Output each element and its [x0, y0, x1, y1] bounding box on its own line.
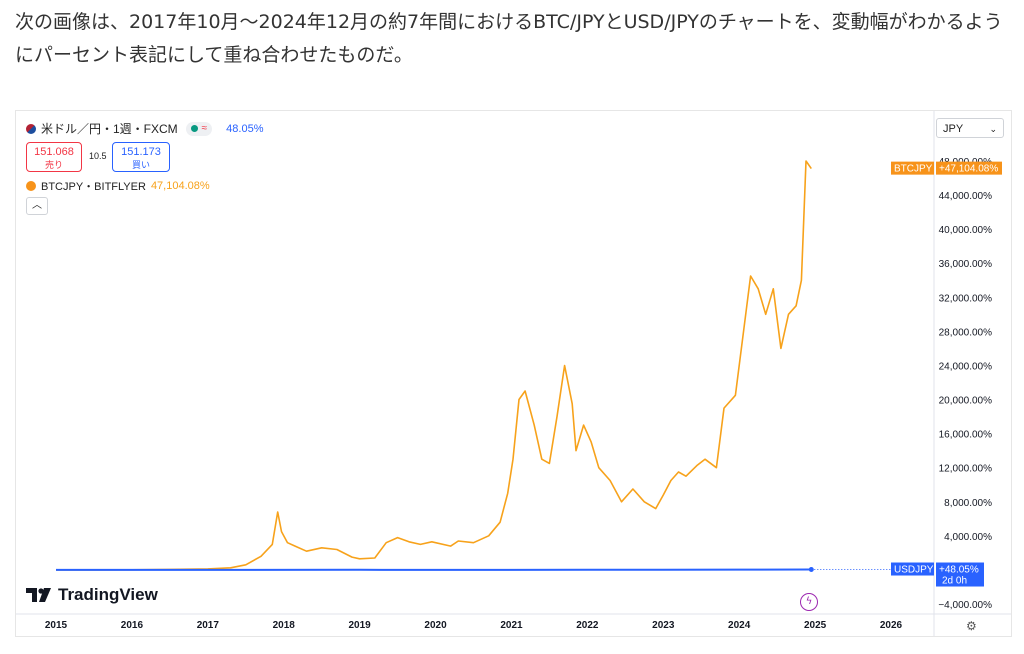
market-status-toggle[interactable]: ≈	[185, 121, 213, 136]
y-tick-label: 36,000.00%	[939, 259, 992, 270]
usdjpy-legend-value: 48.05%	[226, 122, 264, 135]
usdjpy-last-point	[808, 567, 814, 573]
y-tick-label: 40,000.00%	[939, 225, 992, 236]
lightning-icon[interactable]: ϟ	[800, 593, 818, 611]
usdjpy-series-badge: USDJPY	[891, 562, 934, 576]
y-axis-ticks: −4,000.00% 4,000.00% 8,000.00% 12,000.00% 16…	[938, 157, 992, 611]
btcjpy-series-badge: BTCJPY	[891, 161, 934, 175]
x-tick-label: 2017	[197, 620, 220, 631]
x-tick-label: 2022	[576, 620, 599, 631]
spread-value: 10.5	[89, 151, 107, 161]
y-tick-label: 8,000.00%	[944, 498, 992, 509]
x-axis-ticks: 2015 2016 2017 2018 2019 2020 2021 2022 2023 2024…	[45, 620, 903, 631]
btcjpy-legend-value: 47,104.08%	[150, 180, 210, 192]
tradingview-wordmark: TradingView	[58, 585, 158, 604]
btcjpy-legend[interactable]: BTCJPY・BITFLYER 47,104.08%	[26, 178, 210, 194]
sell-label: 売り	[44, 160, 63, 170]
y-tick-label: 4,000.00%	[944, 532, 992, 543]
market-open-icon	[190, 125, 198, 132]
svg-text:+47,104.08%: +47,104.08%	[939, 164, 998, 175]
y-tick-label: 20,000.00%	[939, 396, 992, 407]
article-caption: 次の画像は、2017年10月〜2024年12月の約7年間におけるBTC/JPYと…	[15, 11, 1003, 66]
x-tick-label: 2024	[728, 620, 751, 631]
price-badges: BTCJPY +47,104.08% USDJPY +48.05%2d 0h	[891, 161, 1002, 587]
svg-text:BTCJPY: BTCJPY	[894, 164, 933, 175]
sell-button[interactable]: 151.068 売り	[26, 142, 82, 172]
y-tick-label: −4,000.00%	[938, 600, 992, 611]
sell-price: 151.068	[34, 146, 74, 158]
wave-icon: ≈	[201, 123, 208, 134]
us-flag-icon	[26, 123, 36, 134]
tradingview-icon	[26, 588, 51, 602]
y-tick-label: 44,000.00%	[939, 191, 992, 202]
tradingview-logo[interactable]: TradingView	[26, 585, 158, 605]
usdjpy-legend[interactable]: 米ドル／円・1週・FXCM ≈ 48.05%	[26, 120, 263, 137]
y-tick-label: 32,000.00%	[939, 293, 992, 304]
x-tick-label: 2018	[273, 620, 296, 631]
x-tick-label: 2025	[804, 620, 827, 631]
btcjpy-value-badge: +47,104.08%	[936, 161, 1002, 175]
chart-svg[interactable]: −4,000.00% 4,000.00% 8,000.00% 12,000.00% 16…	[16, 111, 1011, 636]
y-tick-label: 12,000.00%	[939, 464, 992, 475]
chevron-up-icon: ︿	[32, 200, 42, 211]
x-tick-label: 2019	[349, 620, 372, 631]
buy-price: 151.173	[121, 146, 161, 158]
collapse-legend-button[interactable]: ︿	[26, 197, 48, 215]
usdjpy-value-text: +48.05%	[939, 565, 979, 576]
usdjpy-value-badge	[936, 562, 984, 587]
x-tick-label: 2026	[880, 620, 903, 631]
svg-text:USDJPY: USDJPY	[894, 565, 934, 576]
x-tick-label: 2016	[121, 620, 144, 631]
x-tick-label: 2020	[424, 620, 447, 631]
x-tick-label: 2023	[652, 620, 675, 631]
chevron-down-icon: ⌄	[989, 124, 997, 134]
x-tick-label: 2015	[45, 620, 68, 631]
usdjpy-legend-label: 米ドル／円・1週・FXCM	[41, 122, 178, 136]
x-tick-label: 2021	[500, 620, 523, 631]
series-layer	[56, 160, 934, 573]
settings-gear-icon[interactable]: ⚙	[966, 619, 977, 633]
buy-label: 買い	[131, 160, 150, 170]
y-tick-label: 24,000.00%	[939, 361, 992, 372]
currency-select[interactable]: JPY ⌄	[936, 118, 1004, 138]
bitcoin-icon	[26, 181, 36, 191]
series-line-btcjpy[interactable]	[56, 160, 812, 571]
y-tick-label: 16,000.00%	[939, 430, 992, 441]
btcjpy-legend-label: BTCJPY・BITFLYER	[41, 181, 146, 193]
chart-container[interactable]: 米ドル／円・1週・FXCM ≈ 48.05% 151.068 売り 10.5 1…	[15, 110, 1012, 637]
usdjpy-countdown-text: 2d 0h	[942, 576, 967, 587]
currency-select-value: JPY	[943, 123, 964, 135]
buy-button[interactable]: 151.173 買い	[112, 142, 170, 172]
y-tick-label: 28,000.00%	[939, 327, 992, 338]
